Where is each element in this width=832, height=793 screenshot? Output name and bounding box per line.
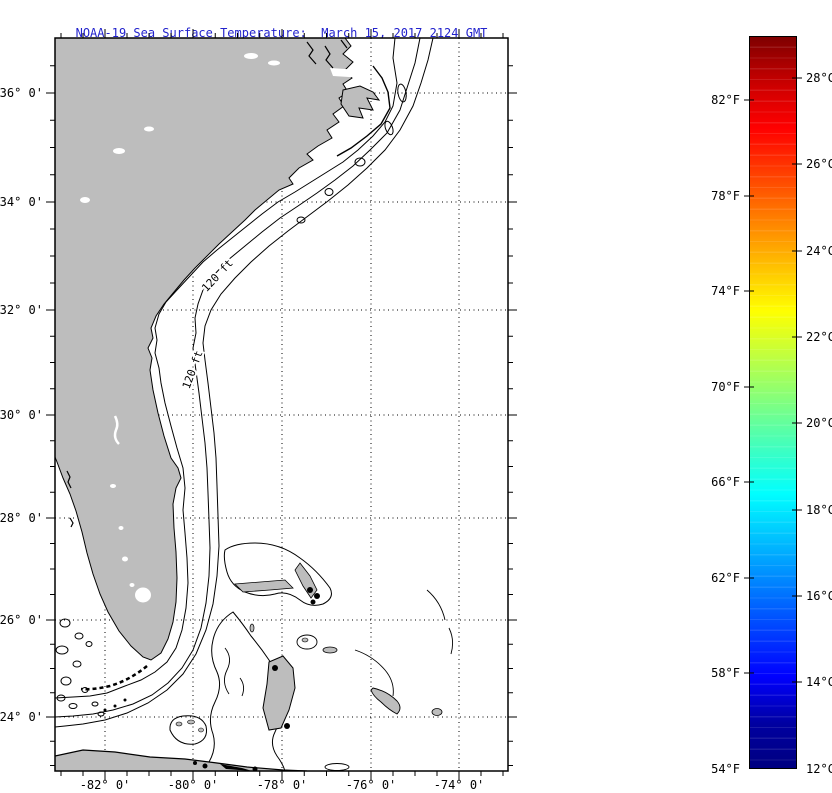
x-tick-label: -82° 0' [80,778,131,792]
colorbar-f-label: 62°F [711,571,740,585]
lake-okeechobee [135,587,151,603]
lake [244,53,258,59]
lake [118,526,124,530]
colorbar-c-label: 20°C [806,416,832,430]
colorbar-f-label: 58°F [711,666,740,680]
new-providence-island [322,646,338,654]
lake [144,126,154,132]
colorbar-bands [750,37,796,768]
lake [122,556,128,562]
island-patch [314,593,320,599]
key-islet [123,698,127,702]
temperature-colorbar [749,36,797,769]
page-title: NOAA-19 Sea Surface Temperature: March 1… [75,26,488,40]
y-tick-label: 28° 0' [0,511,43,525]
colorbar-c-label: 12°C [806,762,832,776]
cat-island [431,708,443,716]
colorbar-f-label: 82°F [711,93,740,107]
y-tick-label: 24° 0' [0,710,43,724]
x-tick-label: -80° 0' [168,778,219,792]
colorbar-c-label: 26°C [806,157,832,171]
colorbar-c-label: 18°C [806,503,832,517]
colorbar-c-label: 28°C [806,71,832,85]
lake [113,148,125,154]
colorbar-c-label: 16°C [806,589,832,603]
y-tick-label: 32° 0' [0,303,43,317]
island-patch [310,599,316,605]
cuba-patch [202,763,208,769]
lake [129,583,135,587]
cay-sal-islet [175,721,183,727]
island-patch [307,587,313,593]
colorbar-f-label: 66°F [711,475,740,489]
y-tick-label: 34° 0' [0,195,43,209]
colorbar-f-label: 54°F [711,762,740,776]
cay-sal-islet [198,727,204,733]
bimini-islets [249,623,255,633]
y-tick-label: 26° 0' [0,613,43,627]
lake [268,60,280,66]
island-patch [272,665,278,671]
x-tick-label: -74° 0' [434,778,485,792]
lake [110,484,116,488]
colorbar-c-label: 22°C [806,330,832,344]
cay-sal-islet [187,719,195,725]
x-tick-label: -76° 0' [346,778,397,792]
x-tick-label: -78° 0' [257,778,308,792]
y-tick-label: 36° 0' [0,86,43,100]
colorbar-f-label: 70°F [711,380,740,394]
lake [80,197,90,203]
key-islet [103,708,107,712]
colorbar-c-label: 14°C [806,675,832,689]
colorbar-f-label: 74°F [711,284,740,298]
y-tick-label: 30° 0' [0,408,43,422]
cuba-patch [193,761,197,765]
island-patch [284,723,290,729]
map-area: 120 ft 120 ft [55,38,508,771]
berry-island [301,637,309,643]
colorbar-c-label: 24°C [806,244,832,258]
colorbar-f-label: 78°F [711,189,740,203]
key-islet [113,704,117,708]
